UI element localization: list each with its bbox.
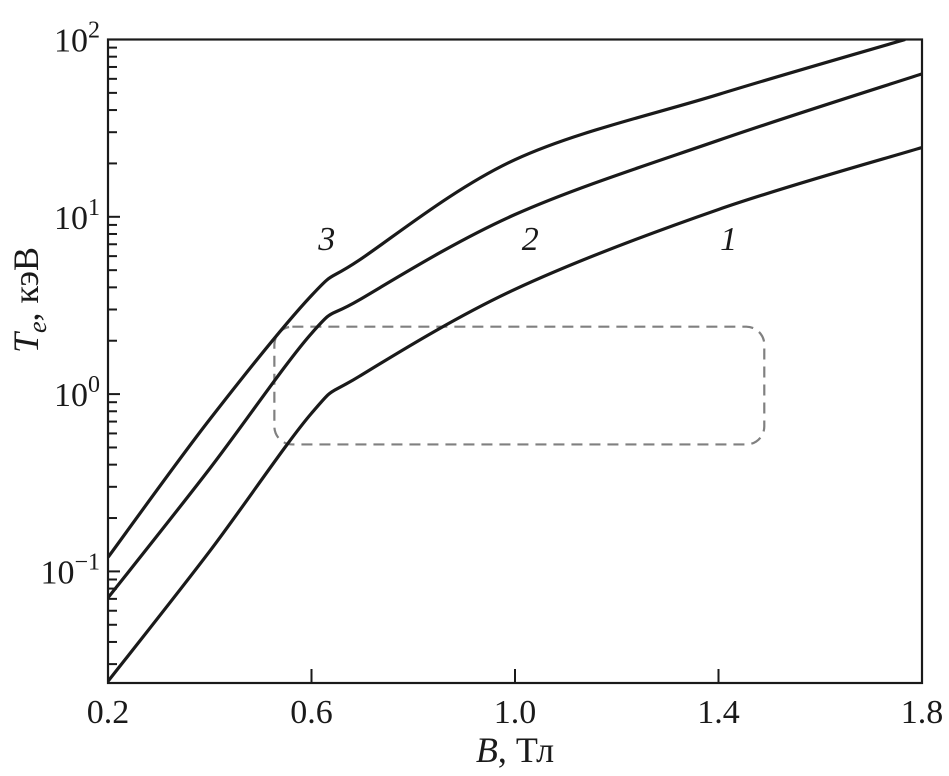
y-tick-label: 10−1 [40,549,100,591]
plot-frame [106,38,924,685]
x-axis-label: B, Тл [476,730,554,770]
x-tick-label: 1.0 [494,694,537,731]
curve-label-2: 2 [522,221,539,258]
x-tick-label: 1.4 [697,694,740,731]
x-tick-label: 0.2 [87,694,130,731]
curve-label-1: 1 [720,221,737,258]
x-tick-label: 0.6 [290,694,333,731]
y-tick-label: 100 [54,372,100,414]
y-tick-label: 102 [54,18,100,60]
curve-label-3: 3 [317,221,335,258]
series-line-1 [108,145,922,683]
y-tick-label: 101 [54,195,100,237]
series-line-3 [108,39,906,559]
series-line-2 [108,72,922,599]
y-axis-label: Te, кэВ [6,247,52,353]
x-tick-label: 1.8 [901,694,944,731]
highlight-region [273,325,766,446]
